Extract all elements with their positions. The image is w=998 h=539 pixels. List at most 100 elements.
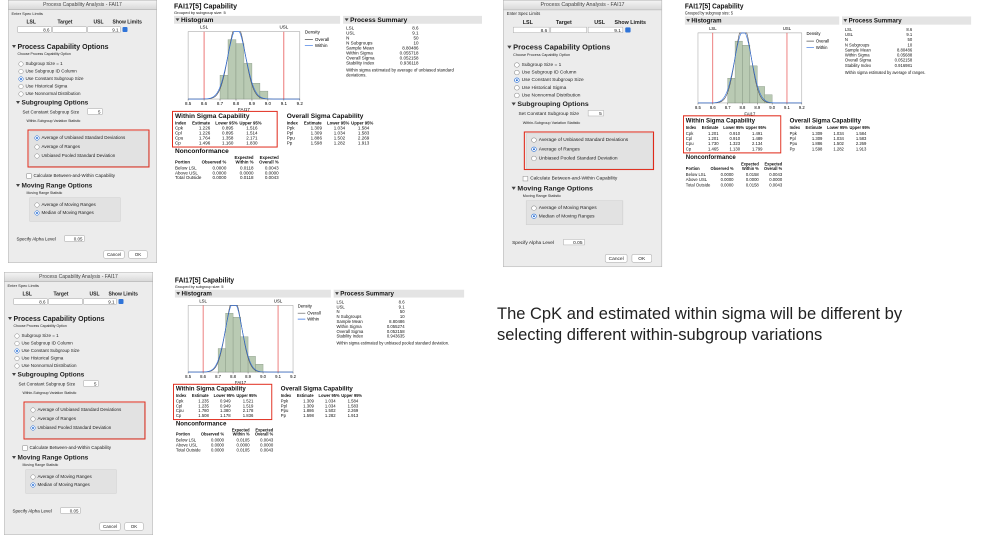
- radio[interactable]: [18, 61, 24, 67]
- field-label: Set Constant Subgroup Size: [18, 381, 76, 387]
- summary-value: 0.055274: [386, 324, 405, 329]
- alpha-input[interactable]: 0.05: [563, 239, 585, 246]
- spec-header: USL: [594, 19, 605, 26]
- radio[interactable]: [30, 416, 36, 422]
- radio-label: Use Constant Subgroup Size: [521, 77, 584, 83]
- bar: [259, 90, 269, 100]
- table-cell: 2.178: [242, 408, 254, 414]
- lsl-input[interactable]: 8.6: [513, 26, 550, 33]
- table-cell: 1.282: [324, 413, 336, 419]
- section-header: Within Sigma Capability: [685, 116, 756, 125]
- button[interactable]: OK: [128, 250, 148, 259]
- table-cell: 1.235: [198, 398, 209, 404]
- radio[interactable]: [34, 135, 40, 141]
- button[interactable]: Cancel: [99, 522, 121, 531]
- radio[interactable]: [514, 62, 520, 68]
- radio[interactable]: [14, 341, 20, 346]
- spec-header: Target: [555, 19, 572, 26]
- radio[interactable]: [30, 474, 36, 480]
- radio[interactable]: [30, 482, 36, 488]
- table-cell: 0.895: [222, 130, 234, 136]
- radio[interactable]: [34, 153, 40, 159]
- table-cell: 0.0000: [211, 442, 225, 448]
- button[interactable]: Cancel: [604, 254, 628, 263]
- show-limits-checkbox[interactable]: [625, 27, 631, 33]
- summary-label: Stability Index: [346, 60, 375, 66]
- radio[interactable]: [14, 333, 20, 339]
- summary-label: Stability Index: [336, 333, 363, 339]
- x-tick-label: 8.9: [245, 374, 251, 379]
- radio[interactable]: [514, 70, 520, 76]
- radio[interactable]: [531, 137, 537, 143]
- spec-label: LSL: [199, 299, 207, 304]
- radio[interactable]: [531, 213, 537, 219]
- radio[interactable]: [531, 146, 537, 152]
- radio[interactable]: [34, 210, 40, 216]
- button[interactable]: OK: [631, 254, 652, 263]
- radio[interactable]: [18, 69, 24, 74]
- radio[interactable]: [18, 84, 24, 89]
- checkbox[interactable]: [26, 173, 32, 179]
- radio[interactable]: [34, 144, 40, 150]
- lsl-input[interactable]: 8.6: [17, 26, 52, 33]
- usl-input[interactable]: 9.1: [87, 26, 121, 33]
- highlight-box: [23, 401, 146, 440]
- table-cell: 0.0043: [264, 165, 279, 171]
- field-label: Set Constant Subgroup Size: [518, 111, 580, 117]
- usl-input[interactable]: 9.1: [83, 298, 117, 305]
- table-cell: 1.309: [303, 403, 314, 409]
- highlight-box: [172, 110, 278, 148]
- radio[interactable]: [30, 407, 36, 413]
- column-header: Index: [685, 125, 697, 131]
- x-tick-label: 8.8: [740, 105, 746, 110]
- target-input[interactable]: [48, 298, 83, 305]
- alpha-input[interactable]: 0.05: [64, 235, 85, 242]
- radio[interactable]: [531, 205, 537, 211]
- x-tick-label: 8.8: [230, 374, 236, 379]
- radio[interactable]: [34, 202, 40, 208]
- note: Within sigma estimated by unbiased poole…: [336, 340, 450, 346]
- usl-input[interactable]: 9.1: [587, 26, 624, 33]
- radio[interactable]: [18, 91, 24, 97]
- table-cell: 1.886: [310, 135, 322, 141]
- spec-header: LSL: [522, 19, 533, 26]
- x-tick-label: 8.5: [185, 374, 191, 379]
- button[interactable]: OK: [124, 522, 144, 531]
- radio[interactable]: [14, 356, 20, 361]
- column-header: Estimate: [303, 120, 322, 126]
- bar: [764, 94, 773, 104]
- target-input[interactable]: [52, 26, 87, 33]
- subgroup-size-input[interactable]: 5: [83, 380, 99, 387]
- legend-title: Density: [305, 30, 321, 35]
- note: Within sigma estimated by average of ran…: [844, 69, 926, 76]
- radio[interactable]: [30, 425, 36, 431]
- button[interactable]: Cancel: [103, 250, 125, 259]
- radio[interactable]: [531, 155, 537, 161]
- column-header: Upper 95%: [351, 120, 374, 126]
- target-input[interactable]: [550, 26, 587, 33]
- table-cell: 0.0000: [212, 170, 227, 176]
- checkbox[interactable]: [22, 445, 28, 451]
- subgroup-size-input[interactable]: 5: [587, 110, 604, 117]
- table-cell: Ppl: [286, 130, 294, 136]
- table-cell: 1.226: [198, 130, 211, 136]
- radio-label: Use Historical Sigma: [21, 355, 64, 361]
- show-limits-checkbox[interactable]: [118, 299, 124, 304]
- table-cell: Cpl: [175, 130, 182, 136]
- checkbox[interactable]: [522, 176, 529, 182]
- radio[interactable]: [14, 363, 20, 369]
- subgroup-size-input[interactable]: 5: [87, 108, 103, 115]
- radio[interactable]: [514, 77, 520, 83]
- spec-header: Target: [53, 291, 69, 298]
- radio-label: Use Subgroup ID Column: [521, 69, 577, 75]
- radio[interactable]: [14, 348, 20, 354]
- radio-label: Average of Moving Ranges: [41, 202, 96, 207]
- radio[interactable]: [514, 85, 520, 91]
- radio[interactable]: [514, 92, 520, 98]
- show-limits-checkbox[interactable]: [122, 27, 128, 32]
- lsl-input[interactable]: 8.6: [13, 298, 48, 305]
- radio[interactable]: [18, 76, 24, 82]
- table-cell: 1.730: [708, 141, 719, 147]
- alpha-input[interactable]: 0.05: [60, 507, 81, 514]
- column-header: Portion: [685, 165, 700, 171]
